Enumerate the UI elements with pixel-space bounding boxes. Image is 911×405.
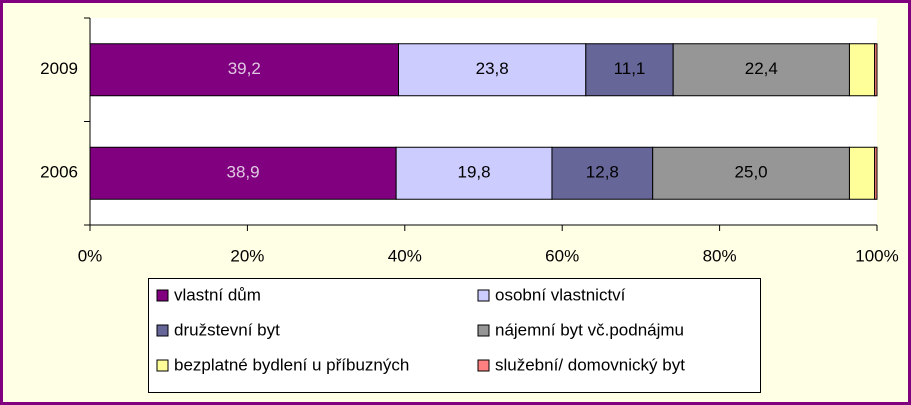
y-tick-label: 2009	[40, 59, 78, 78]
legend-label: osobní vlastnictví	[495, 285, 626, 304]
legend-swatch	[477, 289, 490, 302]
bar-segment	[848, 43, 876, 97]
data-label: 22,4	[745, 59, 778, 78]
bar-segment	[551, 146, 654, 200]
data-label: 23,8	[476, 59, 509, 78]
legend-label: vlastní dům	[174, 285, 261, 304]
bar-segment	[652, 146, 850, 200]
x-tick-label: 40%	[388, 246, 422, 265]
bar-segment	[874, 146, 878, 200]
x-tick-label: 60%	[545, 246, 579, 265]
bar-segment	[874, 43, 878, 97]
legend-swatch	[477, 359, 490, 372]
x-tick-label: 0%	[78, 246, 103, 265]
bar-segment	[395, 146, 553, 200]
legend	[148, 278, 761, 393]
data-label: 25,0	[735, 163, 768, 182]
data-label: 19,8	[458, 163, 491, 182]
bar-segment	[672, 43, 850, 97]
legend-label: bezplatné bydlení u příbuzných	[174, 355, 409, 374]
data-label: 38,9	[227, 163, 260, 182]
bar-segment	[848, 146, 876, 200]
legend-label: nájemní byt vč.podnájmu	[495, 320, 684, 339]
x-tick-label: 100%	[855, 246, 898, 265]
legend-label: družstevní byt	[174, 320, 280, 339]
data-label: 11,1	[614, 59, 646, 78]
legend-swatch	[477, 324, 490, 337]
bar-segment	[89, 43, 400, 97]
bar-segment	[89, 146, 397, 200]
data-label: 39,2	[228, 59, 261, 78]
legend-swatch	[156, 289, 169, 302]
y-tick-label: 2006	[40, 163, 78, 182]
legend-swatch	[156, 359, 169, 372]
legend-label: služební/ domovnický byt	[495, 355, 685, 374]
x-tick-label: 20%	[230, 246, 264, 265]
x-tick-label: 80%	[703, 246, 737, 265]
data-label: 12,8	[586, 163, 619, 182]
legend-swatch	[156, 324, 169, 337]
